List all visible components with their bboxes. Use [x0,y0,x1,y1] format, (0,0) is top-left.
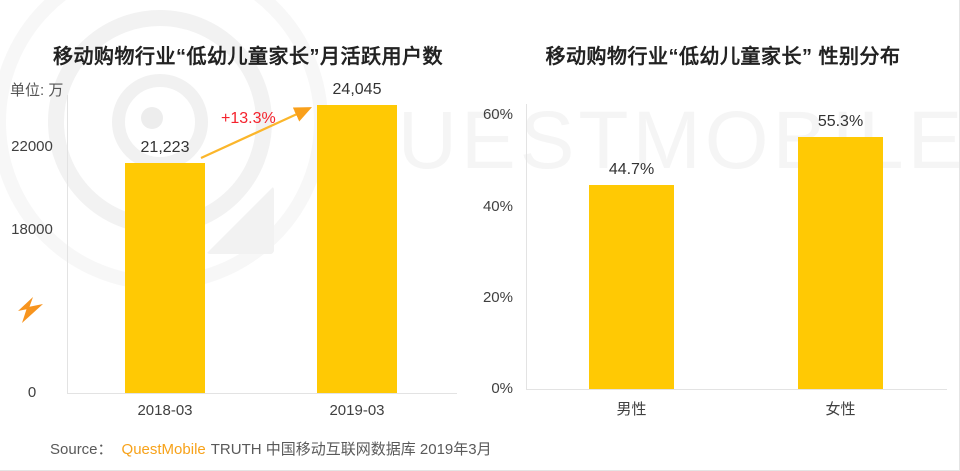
y-tick-label: 20% [482,288,513,306]
questmobile-logo-watermark-tail [206,186,274,254]
mau-bar-chart: 移动购物行业“低幼儿童家长”月活跃用户数 单位: 万 +13.3% 22000 1… [0,0,480,430]
bar-2018-03 [125,163,205,393]
y-tick-label: 40% [482,197,513,215]
bar-value-label: 44.7% [608,161,655,179]
y-tick-label: 0 [27,384,37,401]
x-category-label: 2018-03 [137,402,193,419]
x-category-label: 女性 [825,401,856,418]
y-tick-label: 60% [482,106,513,124]
y-tick-label: 0% [491,380,513,397]
growth-percent-label: +13.3% [221,110,276,127]
gender-chart-title: 移动购物行业“低幼儿童家长” 性别分布 [545,46,901,68]
bar-女性 [798,136,883,389]
bar-2019-03 [317,104,397,393]
bar-value-label: 55.3% [817,112,864,130]
y-tick-label: 18000 [11,221,53,238]
source-brand-questmobile: QuestMobile [121,441,206,458]
bar-value-label: 24,045 [332,80,382,98]
gender-bar-chart: 移动购物行业“低幼儿童家长” 性别分布 60% 40% 20% 0% 44.7% 男性 55… [482,46,947,418]
x-axis-line [67,393,457,394]
y-tick-label: 22000 [11,138,53,155]
unit-label: 单位: 万 [10,82,64,99]
x-axis-line [526,389,947,390]
bar-value-label: 21,223 [140,139,190,157]
growth-arrow-icon [200,107,313,160]
y-axis-line [67,95,68,393]
y-axis-line [526,104,527,389]
mau-chart-title: 移动购物行业“低幼儿童家长”月活跃用户数 [53,46,443,68]
bar-男性 [589,185,674,389]
source-suffix: TRUTH 中国移动互联网数据库 2019年3月 [210,441,492,458]
source-prefix: Source： [50,441,113,458]
lightning-icon [18,297,43,323]
questmobile-logo-watermark-dot [141,107,163,129]
source-line: Source： QuestMobile TRUTH 中国移动互联网数据库 2019年… [50,438,492,459]
x-category-label: 男性 [616,401,647,418]
x-category-label: 2019-03 [329,402,385,419]
